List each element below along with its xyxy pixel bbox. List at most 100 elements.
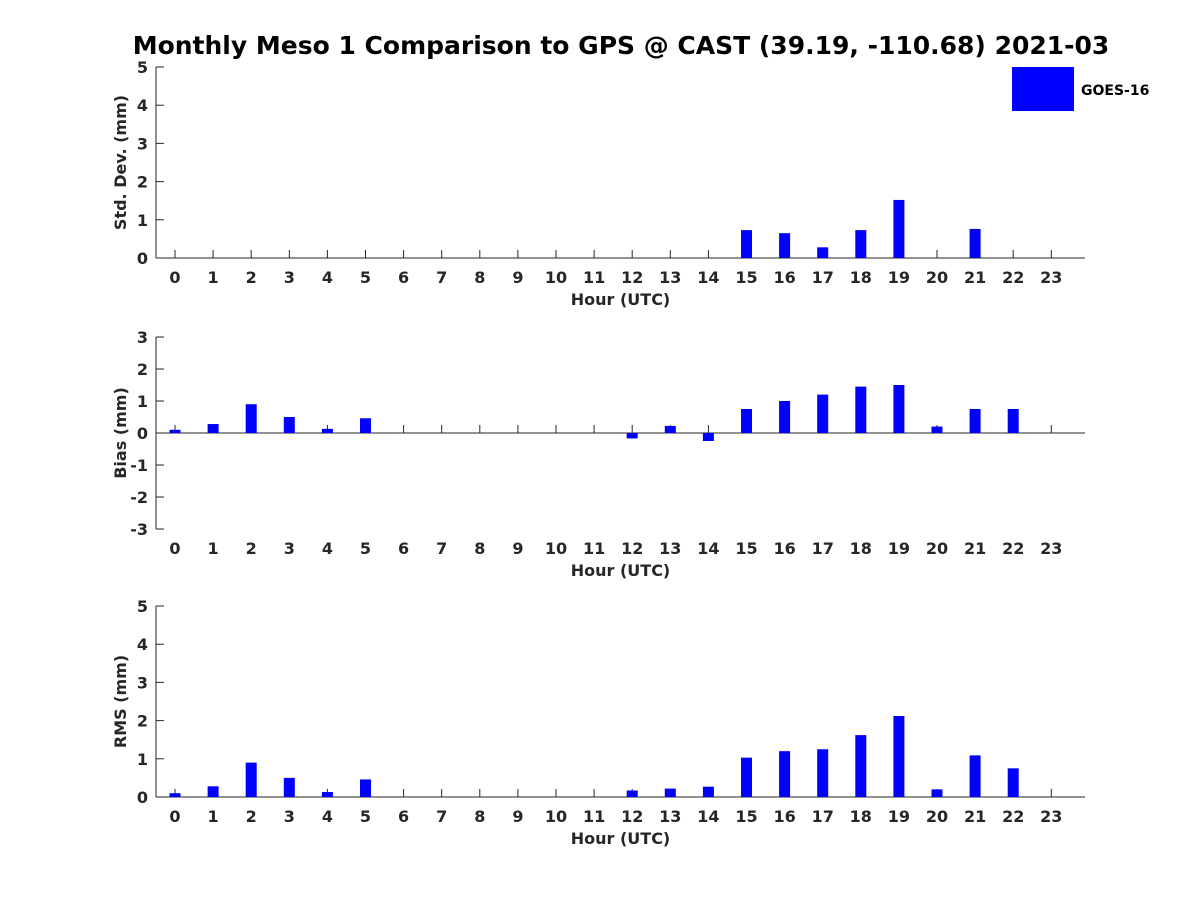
bar-rms-hour-15	[741, 757, 752, 797]
x-tick-label: 18	[850, 807, 872, 826]
bar-bias-hour-17	[817, 394, 829, 433]
bar-rms-hour-20	[931, 789, 943, 797]
x-tick-label: 4	[322, 268, 333, 287]
y-axis-label: Bias (mm)	[111, 387, 130, 479]
x-tick-label: 7	[436, 539, 447, 558]
x-tick-label: 8	[474, 539, 485, 558]
x-tick-label: 20	[926, 539, 948, 558]
x-tick-label: 3	[284, 268, 295, 287]
y-tick-label: 4	[137, 635, 148, 654]
bar-rms-hour-19	[893, 716, 905, 797]
bar-rms-hour-17	[817, 749, 829, 797]
y-axis-label: Std. Dev. (mm)	[111, 95, 130, 230]
x-tick-label: 5	[360, 539, 371, 558]
y-tick-label: 1	[137, 211, 148, 230]
y-tick-label: 1	[137, 750, 148, 769]
x-tick-label: 8	[474, 268, 485, 287]
y-tick-label: 2	[137, 360, 148, 379]
legend-label: GOES-16	[1081, 83, 1149, 99]
x-tick-label: 13	[659, 539, 681, 558]
bar-bias-hour-18	[855, 386, 867, 433]
x-tick-label: 11	[583, 539, 605, 558]
x-tick-label: 21	[964, 268, 986, 287]
y-tick-label: 3	[137, 328, 148, 347]
bar-rms-hour-22	[1007, 768, 1019, 797]
x-tick-label: 5	[360, 807, 371, 826]
x-tick-label: 13	[659, 807, 681, 826]
x-axis-label: Hour (UTC)	[571, 561, 671, 580]
y-tick-label: 0	[137, 788, 148, 807]
bar-bias-hour-5	[360, 418, 371, 433]
bar-rms-hour-21	[969, 755, 981, 797]
bar-bias-hour-13	[664, 425, 676, 433]
y-tick-label: 2	[137, 712, 148, 731]
x-tick-label: 9	[512, 807, 523, 826]
x-tick-label: 18	[850, 268, 872, 287]
x-tick-label: 12	[621, 807, 643, 826]
x-tick-label: 5	[360, 268, 371, 287]
x-tick-label: 2	[246, 807, 257, 826]
x-tick-label: 4	[322, 539, 333, 558]
x-tick-label: 0	[169, 807, 180, 826]
x-tick-label: 7	[436, 807, 447, 826]
bar-rms-hour-16	[779, 751, 791, 797]
y-tick-label: 5	[137, 597, 148, 616]
x-axis-label: Hour (UTC)	[571, 829, 671, 848]
x-tick-label: 3	[284, 539, 295, 558]
x-tick-label: 11	[583, 807, 605, 826]
x-tick-label: 12	[621, 268, 643, 287]
x-tick-label: 8	[474, 807, 485, 826]
bar-std-dev-hour-17	[817, 247, 829, 258]
bar-std-dev-hour-18	[855, 230, 867, 258]
y-tick-label: 3	[137, 134, 148, 153]
x-tick-label: 21	[964, 807, 986, 826]
x-tick-label: 16	[773, 807, 795, 826]
x-tick-label: 15	[735, 807, 757, 826]
bar-std-dev-hour-19	[893, 199, 905, 258]
x-tick-label: 9	[512, 539, 523, 558]
y-tick-label: 1	[137, 392, 148, 411]
x-tick-label: 12	[621, 539, 643, 558]
x-tick-label: 10	[545, 807, 567, 826]
bar-bias-hour-0	[169, 429, 181, 433]
x-tick-label: 15	[735, 268, 757, 287]
x-tick-label: 11	[583, 268, 605, 287]
x-tick-label: 14	[697, 807, 719, 826]
x-tick-label: 17	[812, 268, 834, 287]
bar-rms-hour-4	[321, 792, 333, 797]
x-tick-label: 20	[926, 807, 948, 826]
x-axis-label: Hour (UTC)	[571, 290, 671, 309]
bar-bias-hour-21	[969, 409, 981, 433]
x-tick-label: 4	[322, 807, 333, 826]
y-tick-label: 4	[137, 96, 148, 115]
bar-rms-hour-3	[283, 777, 295, 797]
x-tick-label: 14	[697, 268, 719, 287]
x-tick-label: 23	[1040, 268, 1062, 287]
bar-bias-hour-19	[893, 385, 905, 433]
x-tick-label: 1	[208, 539, 219, 558]
y-tick-label: -1	[130, 456, 148, 475]
x-tick-label: 22	[1002, 539, 1024, 558]
bar-rms-hour-2	[245, 762, 257, 797]
bar-rms-hour-5	[360, 779, 371, 797]
x-tick-label: 16	[773, 268, 795, 287]
bar-bias-hour-4	[321, 428, 333, 433]
bar-bias-hour-20	[931, 426, 943, 433]
legend: GOES-16	[1012, 67, 1149, 111]
x-tick-label: 14	[697, 539, 719, 558]
y-tick-label: 0	[137, 249, 148, 268]
x-tick-label: 1	[208, 268, 219, 287]
x-tick-label: 2	[246, 268, 257, 287]
bar-rms-hour-14	[702, 786, 714, 797]
x-tick-label: 21	[964, 539, 986, 558]
bar-bias-hour-2	[245, 404, 257, 433]
x-tick-label: 18	[850, 539, 872, 558]
x-tick-label: 6	[398, 268, 409, 287]
x-tick-label: 19	[888, 268, 910, 287]
x-tick-label: 22	[1002, 268, 1024, 287]
y-axis-label: RMS (mm)	[111, 655, 130, 748]
x-tick-label: 23	[1040, 807, 1062, 826]
